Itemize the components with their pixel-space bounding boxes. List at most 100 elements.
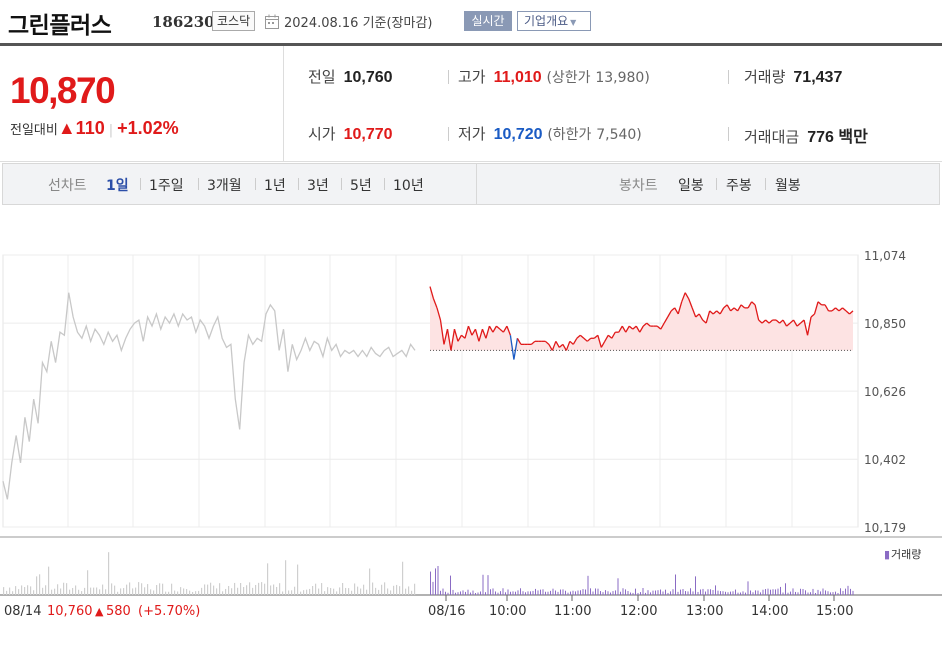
y-tick-label: 10,402 xyxy=(864,453,906,467)
x-axis-ticks: 08/16 10:00 11:00 12:00 13:00 14:00 15:00 xyxy=(428,595,853,619)
volume-bar-prev xyxy=(291,590,293,595)
volume-bar xyxy=(645,592,646,595)
intraday-line-segment xyxy=(513,338,519,360)
separator xyxy=(298,178,299,190)
volume-bar-prev xyxy=(105,589,107,595)
volume-bar xyxy=(665,589,666,595)
volume-bar xyxy=(552,588,554,595)
volume-bar xyxy=(580,590,581,595)
volume-bar xyxy=(715,585,716,595)
volume-bar-prev xyxy=(156,585,158,595)
volume-bar-prev xyxy=(381,584,383,595)
intraday-line-segment xyxy=(747,301,753,309)
volume-bar-prev xyxy=(9,587,11,595)
volume-bar xyxy=(655,590,656,595)
volume-bar-prev xyxy=(396,584,398,595)
volume-bar-prev xyxy=(51,589,53,595)
lower-limit-value: 7,540) xyxy=(596,127,642,143)
volume-bar xyxy=(512,591,514,595)
volume-bar xyxy=(500,591,501,595)
volume-bar xyxy=(445,591,446,595)
tab-1w[interactable]: 1주일 xyxy=(149,178,184,194)
volume-bar-prev xyxy=(96,587,98,595)
intraday-line-segment xyxy=(670,307,676,312)
volume-bar xyxy=(790,591,791,595)
tab-1d[interactable]: 1일 xyxy=(106,178,129,194)
intraday-line-segment xyxy=(789,319,794,324)
volume-bar-prev xyxy=(393,585,395,595)
tab-group-divider xyxy=(476,164,477,204)
volume-bar xyxy=(587,575,589,595)
volume-bar-prev xyxy=(129,582,131,595)
tab-daily-candle[interactable]: 일봉 xyxy=(678,178,704,194)
change-amount: 110 xyxy=(75,118,105,138)
volume-bar xyxy=(677,591,679,595)
volume-bar xyxy=(630,592,631,595)
low-price: 저가 10,720 (하한가 7,540) xyxy=(458,123,642,144)
volume-bar-prev xyxy=(339,587,341,595)
volume-bar xyxy=(450,575,451,595)
volume-bar-prev xyxy=(240,583,242,595)
volume-bar xyxy=(520,588,521,595)
volume-bar xyxy=(457,592,459,595)
stock-header: 그린플러스 186230 코스닥 2024.08.16 기준(장마감) 실시간 … xyxy=(0,0,942,46)
volume-bar xyxy=(470,592,471,595)
volume-bar-prev xyxy=(84,587,86,595)
realtime-button[interactable]: 실시간 xyxy=(464,11,512,31)
volume-bar xyxy=(620,591,621,595)
volume-bar-prev xyxy=(273,584,275,595)
volume-bar xyxy=(507,589,509,595)
x-tick-label: 10:00 xyxy=(489,604,526,619)
intraday-line-segment xyxy=(583,337,588,342)
intraday-line-segment xyxy=(674,307,679,315)
volume-bar-prev xyxy=(246,585,248,595)
intraday-line-segment xyxy=(768,319,774,324)
tab-3y[interactable]: 3년 xyxy=(307,178,329,194)
volume-bar-prev xyxy=(384,582,386,595)
intraday-line-segment xyxy=(684,292,690,300)
volume-bar-prev xyxy=(174,590,176,595)
prev-close: 전일 10,760 xyxy=(308,66,393,87)
volume-bar xyxy=(727,592,729,595)
company-overview-label: 기업개요 xyxy=(524,14,569,28)
separator xyxy=(716,178,717,190)
volume-bar-prev xyxy=(354,583,356,595)
volume-bar xyxy=(852,590,854,595)
volume-bar xyxy=(810,592,811,595)
tab-5y[interactable]: 5년 xyxy=(350,178,372,194)
up-triangle-icon: ▲ xyxy=(95,605,104,618)
intraday-line-segment xyxy=(761,319,767,324)
volume-bar-prev xyxy=(399,586,401,595)
volume-bar-prev xyxy=(45,585,47,595)
separator xyxy=(198,178,199,190)
volume-bar xyxy=(770,589,771,595)
volume-bar-prev xyxy=(249,582,251,595)
tab-1y[interactable]: 1년 xyxy=(264,178,286,194)
intraday-line-segment xyxy=(677,301,683,315)
intraday-line-segment xyxy=(429,286,435,299)
intraday-line-segment xyxy=(628,325,634,330)
volume: 거래량 71,437 xyxy=(744,66,842,87)
volume-bar-prev xyxy=(180,587,182,595)
volume-bar xyxy=(530,591,531,595)
intraday-line-segment xyxy=(461,334,466,339)
volume-bar-prev xyxy=(321,583,323,595)
tab-10y[interactable]: 10년 xyxy=(393,178,424,194)
tab-3m[interactable]: 3개월 xyxy=(207,178,242,194)
volume-bar xyxy=(840,588,841,595)
volume-bar-prev xyxy=(18,589,20,595)
intraday-line-segment xyxy=(607,334,613,339)
volume-bar xyxy=(570,591,571,595)
tab-monthly-candle[interactable]: 월봉 xyxy=(775,178,801,194)
intraday-line-segment xyxy=(730,307,735,312)
company-overview-button[interactable]: 기업개요 ▼ xyxy=(517,11,591,31)
volume-bar-prev xyxy=(201,587,203,595)
volume-bar-prev xyxy=(276,586,278,595)
volume-bar xyxy=(567,592,569,595)
volume-bar xyxy=(772,589,774,595)
high-price: 고가 11,010 (상한가 13,980) xyxy=(458,66,650,87)
current-price: 10,870 xyxy=(10,70,116,111)
volume-bar-prev xyxy=(165,591,167,595)
tab-weekly-candle[interactable]: 주봉 xyxy=(726,178,752,194)
open-label: 시가 xyxy=(308,125,336,143)
